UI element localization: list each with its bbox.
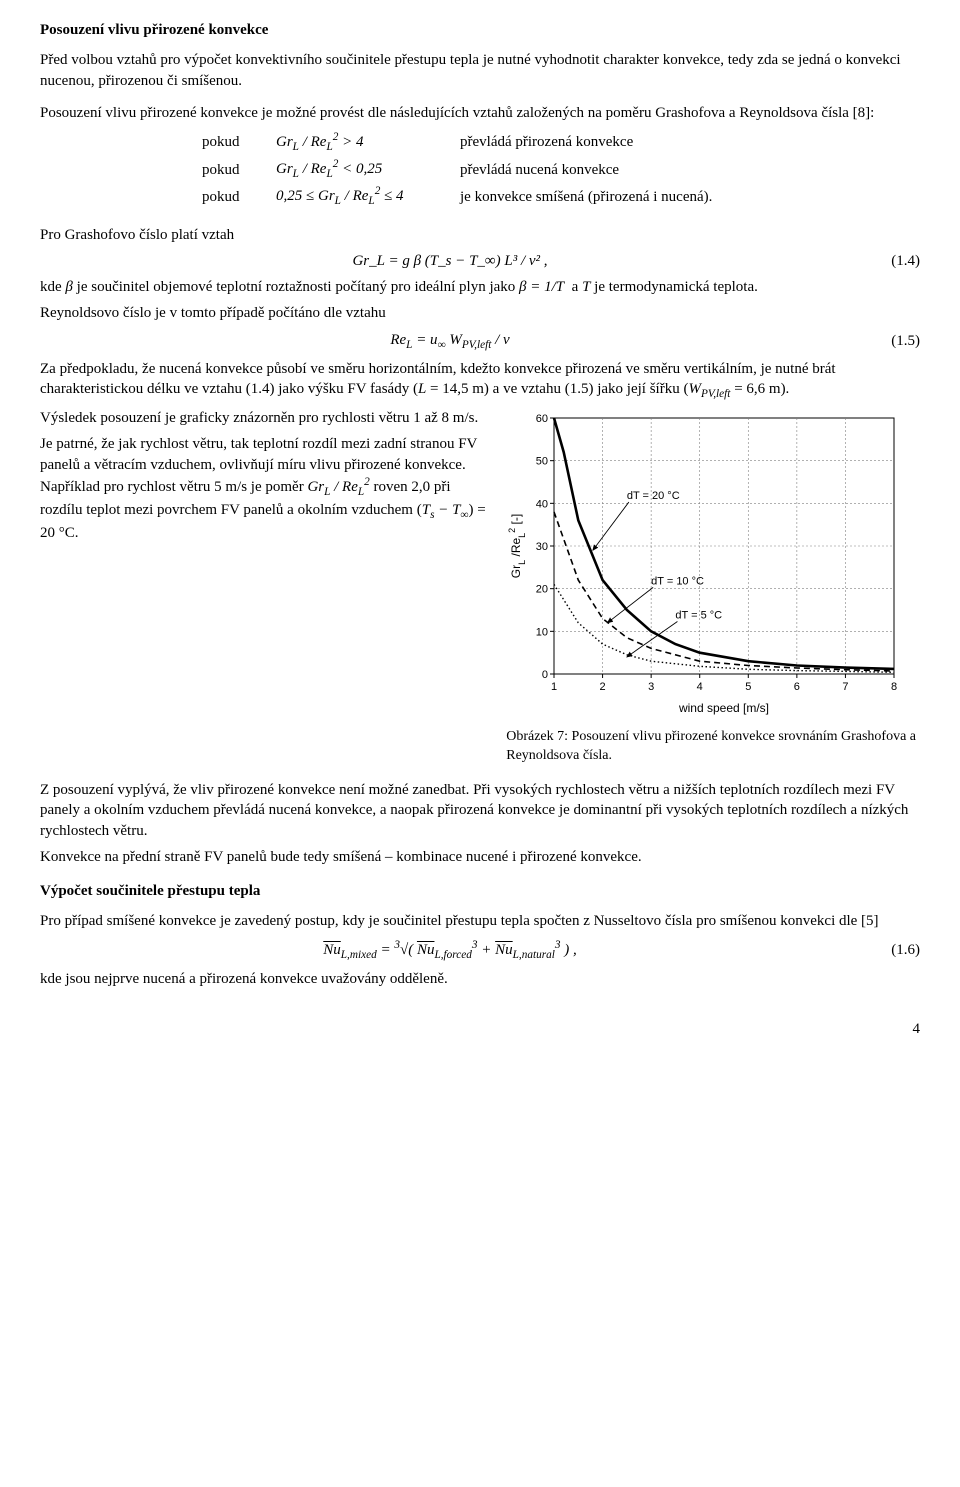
svg-text:10: 10 — [536, 627, 548, 639]
paragraph: Reynoldsovo číslo je v tomto případě poč… — [40, 303, 920, 323]
equation-formula: Gr_L = g β (T_s − T_∞) L³ / ν² , — [352, 253, 547, 269]
svg-text:5: 5 — [745, 681, 751, 693]
svg-text:dT = 20 °C: dT = 20 °C — [627, 490, 680, 502]
svg-text:8: 8 — [891, 681, 897, 693]
paragraph: kde jsou nejprve nucená a přirozená konv… — [40, 969, 920, 989]
equation-number: (1.6) — [860, 940, 920, 960]
svg-text:GrL /ReL2 [-]: GrL /ReL2 [-] — [507, 514, 527, 578]
chart-gr-re: 0 10 20 30 40 50 60 1 2 3 4 5 6 7 8 wind speed [m/s] GrL… — [506, 408, 920, 724]
svg-text:4: 4 — [697, 681, 703, 693]
paragraph: kde β je součinitel objemové teplotní ro… — [40, 277, 920, 297]
paragraph: Za předpokladu, že nucená konvekce působ… — [40, 359, 920, 402]
paragraph: Před volbou vztahů pro výpočet konvektiv… — [40, 50, 920, 91]
condition-row: pokudGrL / ReL2 < 0,25převládá nucená ko… — [200, 156, 714, 183]
equation-1-5: ReL = u∞ WPV,left / ν (1.5) — [40, 330, 920, 353]
conditions-table: pokudGrL / ReL2 > 4převládá přirozená ko… — [200, 129, 714, 211]
svg-text:1: 1 — [551, 681, 557, 693]
paragraph: Výsledek posouzení je graficky znázorněn… — [40, 408, 488, 428]
paragraph: Pro případ smíšené konvekce je zavedený … — [40, 911, 920, 931]
paragraph: Posouzení vlivu přirozené konvekce je mo… — [40, 103, 920, 123]
svg-text:40: 40 — [536, 499, 548, 511]
svg-text:6: 6 — [794, 681, 800, 693]
paragraph: Je patrné, že jak rychlost větru, tak te… — [40, 434, 488, 543]
figure-caption: Obrázek 7: Posouzení vlivu přirozené kon… — [506, 728, 920, 766]
page-number: 4 — [40, 1019, 920, 1039]
svg-text:30: 30 — [536, 541, 548, 553]
equation-1-4: Gr_L = g β (T_s − T_∞) L³ / ν² , (1.4) — [40, 251, 920, 271]
equation-formula: ReL = u∞ WPV,left / ν — [390, 332, 509, 348]
section-title: Výpočet součinitele přestupu tepla — [40, 881, 920, 901]
equation-1-6: NuL,mixed = 3√( NuL,forced3 + NuL,natura… — [40, 938, 920, 963]
svg-text:2: 2 — [600, 681, 606, 693]
paragraph: Konvekce na přední straně FV panelů bude… — [40, 847, 920, 867]
svg-text:dT = 5 °C: dT = 5 °C — [676, 610, 723, 622]
svg-text:3: 3 — [648, 681, 654, 693]
svg-text:dT = 10 °C: dT = 10 °C — [651, 576, 704, 588]
svg-text:wind speed [m/s]: wind speed [m/s] — [678, 701, 769, 715]
equation-formula: NuL,mixed = 3√( NuL,forced3 + NuL,natura… — [323, 942, 576, 958]
svg-text:20: 20 — [536, 584, 548, 596]
condition-row: pokud0,25 ≤ GrL / ReL2 ≤ 4je konvekce sm… — [200, 183, 714, 210]
section-title: Posouzení vlivu přirozené konvekce — [40, 20, 920, 40]
equation-number: (1.4) — [860, 251, 920, 271]
svg-text:50: 50 — [536, 456, 548, 468]
svg-text:60: 60 — [536, 413, 548, 425]
equation-number: (1.5) — [860, 331, 920, 351]
paragraph: Z posouzení vyplývá, že vliv přirozené k… — [40, 780, 920, 841]
condition-row: pokudGrL / ReL2 > 4převládá přirozená ko… — [200, 129, 714, 156]
left-text-column: Výsledek posouzení je graficky znázorněn… — [40, 408, 488, 549]
paragraph: Pro Grashofovo číslo platí vztah — [40, 225, 920, 245]
svg-text:0: 0 — [542, 669, 548, 681]
svg-text:7: 7 — [843, 681, 849, 693]
